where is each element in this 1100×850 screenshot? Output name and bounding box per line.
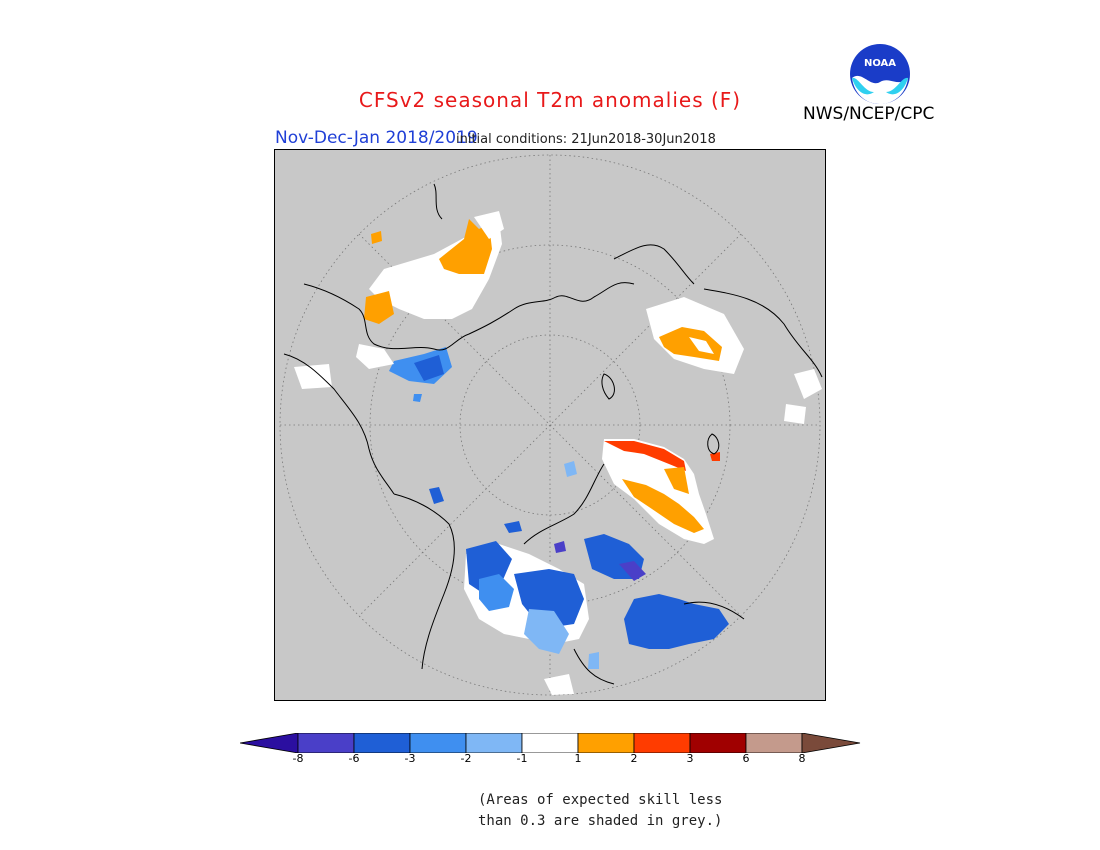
noaa-logo: NOAA: [850, 44, 910, 104]
tick-label: -1: [516, 752, 528, 765]
europe-anomalies: [646, 297, 822, 424]
tick-label: 2: [630, 752, 638, 765]
colorbar-segment-1-2: [577, 733, 635, 753]
tick-label: 6: [742, 752, 750, 765]
tick-label: 8: [798, 752, 806, 765]
colorbar-segment-below-8: [240, 733, 299, 753]
skill-note-line1: (Areas of expected skill less: [478, 792, 723, 808]
polar-map: [274, 149, 826, 701]
colorbar-segment-above-8: [801, 733, 861, 753]
forecast-period: Nov-Dec-Jan 2018/2019: [275, 128, 478, 148]
tick-label: 1: [574, 752, 582, 765]
colorbar-segments: [240, 733, 861, 753]
colorbar-segment-neutral: [521, 733, 579, 753]
color-scale-bar: [240, 733, 861, 753]
map-title: CFSv2 seasonal T2m anomalies (F): [358, 88, 742, 112]
north-america-anomalies: [429, 461, 729, 695]
noaa-logo-text: NOAA: [864, 58, 896, 69]
tick-label: -3: [404, 752, 416, 765]
colorbar-segment-6-3: [353, 733, 411, 753]
colorbar-segment-3-6: [689, 733, 747, 753]
siberia-anomalies: [294, 211, 504, 402]
tick-label: -6: [348, 752, 360, 765]
colorbar-segment-8-6: [297, 733, 355, 753]
colorbar-segment-6-8: [745, 733, 803, 753]
initial-conditions: initial conditions: 21Jun2018-30Jun2018: [456, 132, 716, 147]
colorbar-segment-2-3: [633, 733, 691, 753]
colorbar-segment-2-1: [465, 733, 523, 753]
greenland-anomalies: [602, 439, 720, 544]
agency-label: NWS/NCEP/CPC: [803, 104, 935, 124]
tick-label: -8: [292, 752, 304, 765]
tick-label: -2: [460, 752, 472, 765]
skill-note: (Areas of expected skill less than 0.3 a…: [478, 790, 722, 832]
colorbar-tick-labels: -8 -6 -3 -2 -1 1 2 3 6 8: [0, 752, 1100, 768]
tick-label: 3: [686, 752, 694, 765]
skill-note-line2: than 0.3 are shaded in grey.): [478, 813, 723, 829]
colorbar-segment-3-2: [409, 733, 467, 753]
coastlines: [283, 183, 823, 685]
